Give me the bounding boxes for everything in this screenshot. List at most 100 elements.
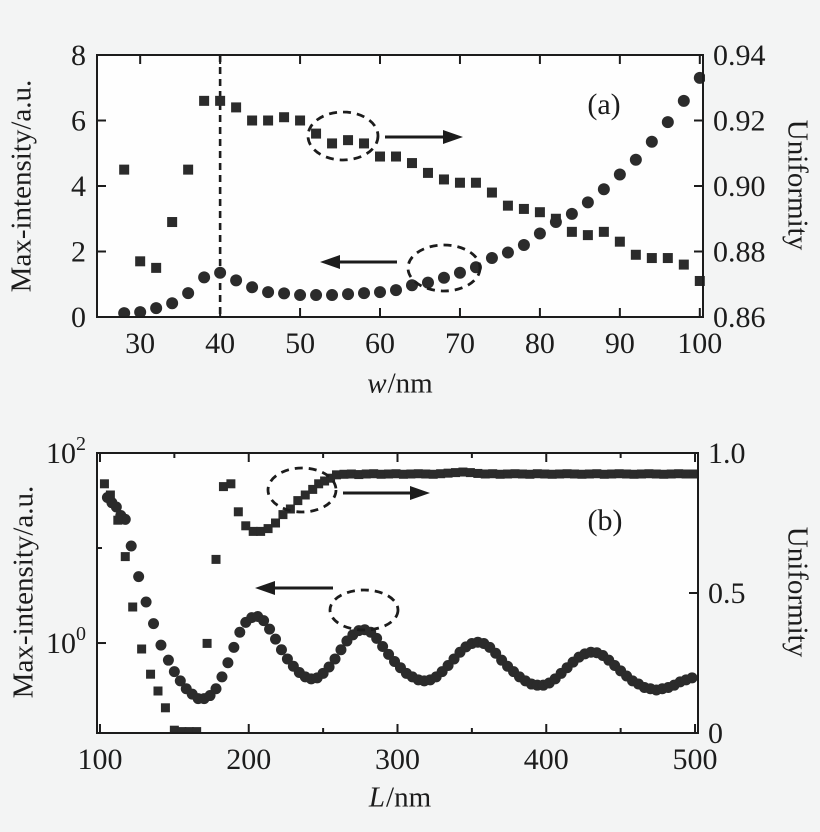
uniformity-highlight-ellipse xyxy=(306,110,380,162)
panel-a-ylabel-right: Uniformity xyxy=(781,119,814,251)
y-right-tick-label-a-2: 0.90 xyxy=(713,170,766,203)
data-point xyxy=(222,657,234,669)
data-point xyxy=(503,469,513,479)
data-point xyxy=(358,287,371,300)
data-point xyxy=(332,470,342,480)
data-point xyxy=(294,289,307,302)
data-point xyxy=(662,253,673,264)
data-point xyxy=(581,196,594,209)
data-point xyxy=(562,469,572,479)
data-point xyxy=(162,654,174,666)
data-point xyxy=(437,271,450,284)
data-point xyxy=(308,484,318,494)
y-right-tick-label-a-3: 0.92 xyxy=(713,105,766,138)
data-point xyxy=(285,504,295,514)
data-point xyxy=(166,297,179,310)
data-point xyxy=(501,246,514,259)
data-point xyxy=(661,116,674,129)
data-point xyxy=(128,602,138,612)
data-point xyxy=(488,469,498,479)
data-point xyxy=(646,253,657,264)
data-point xyxy=(681,469,691,479)
data-point xyxy=(174,675,186,687)
data-point xyxy=(151,262,162,273)
data-point xyxy=(614,469,624,479)
data-point xyxy=(659,469,669,479)
data-point xyxy=(376,469,386,479)
x-tick-label-b-4: 500 xyxy=(673,743,718,776)
data-point xyxy=(135,256,146,267)
data-point xyxy=(473,468,483,478)
data-point xyxy=(215,95,226,106)
panel-a-xlabel-variable: w xyxy=(367,367,387,400)
data-point xyxy=(693,71,705,84)
data-point xyxy=(300,490,310,500)
data-point xyxy=(241,521,251,531)
data-point xyxy=(233,507,243,517)
data-point xyxy=(644,469,654,479)
data-point xyxy=(335,644,347,656)
data-point xyxy=(293,496,303,506)
data-point xyxy=(218,482,228,492)
data-point xyxy=(177,727,187,734)
panel-b-ylabel-right: Uniformity xyxy=(781,526,814,658)
data-point xyxy=(160,703,170,713)
data-point xyxy=(677,94,690,107)
panel-a-xlabel-unit: /nm xyxy=(387,367,433,400)
uniformity-highlight-ellipse xyxy=(266,466,338,514)
data-point xyxy=(247,115,258,126)
data-point xyxy=(99,479,109,489)
x-tick-label-a-0: 30 xyxy=(125,327,155,360)
data-point xyxy=(577,469,587,479)
uniformity-axis-arrow xyxy=(343,486,430,500)
x-tick-label-a-1: 40 xyxy=(205,327,235,360)
data-point xyxy=(630,249,641,260)
data-point xyxy=(613,168,626,181)
data-point xyxy=(326,289,339,302)
data-point xyxy=(607,469,617,479)
x-tick-label-a-6: 90 xyxy=(605,327,635,360)
y-right-tick-label-a-1: 0.88 xyxy=(713,236,766,269)
y-left-tick-label-b-0: 100 xyxy=(46,623,86,660)
intensity-highlight-ellipse xyxy=(406,243,482,293)
panel-b-tag: (b) xyxy=(587,504,623,537)
series-uniformity-a xyxy=(119,95,705,286)
data-point xyxy=(146,669,156,679)
data-point xyxy=(155,639,167,651)
data-point xyxy=(258,615,270,627)
data-point xyxy=(629,469,639,479)
data-point xyxy=(113,515,123,525)
data-point xyxy=(210,683,222,695)
data-point xyxy=(565,207,578,220)
data-point xyxy=(184,727,194,734)
data-point xyxy=(375,151,386,162)
panel-a-ylabel-left: Max-intensity/a.u. xyxy=(5,79,38,293)
data-point xyxy=(547,469,557,479)
data-point xyxy=(182,287,195,300)
data-point xyxy=(443,468,453,478)
data-point xyxy=(599,469,609,479)
y-right-tick-label-a-4: 0.94 xyxy=(713,39,766,72)
data-point xyxy=(517,238,530,251)
series-uniformity-b xyxy=(99,467,699,734)
y-left-tick-label-a-4: 8 xyxy=(71,39,86,72)
y-left-tick-label-a-1: 2 xyxy=(71,236,86,269)
data-point xyxy=(214,266,227,279)
data-point xyxy=(216,671,228,683)
data-point xyxy=(597,183,610,196)
data-point xyxy=(263,115,274,126)
y-left-tick-label-a-3: 6 xyxy=(71,105,86,138)
data-point xyxy=(622,469,632,479)
data-point xyxy=(374,286,387,299)
data-point xyxy=(148,618,160,630)
data-point xyxy=(359,138,370,149)
data-point xyxy=(327,138,338,149)
data-point xyxy=(231,102,242,113)
data-point xyxy=(281,653,293,665)
y-right-tick-label-b-0: 0 xyxy=(708,717,723,750)
data-point xyxy=(246,281,259,294)
y-right-tick-label-b-2: 1.0 xyxy=(708,437,746,470)
data-point xyxy=(458,467,468,477)
x-tick-label-b-2: 300 xyxy=(375,743,420,776)
data-point xyxy=(570,469,580,479)
